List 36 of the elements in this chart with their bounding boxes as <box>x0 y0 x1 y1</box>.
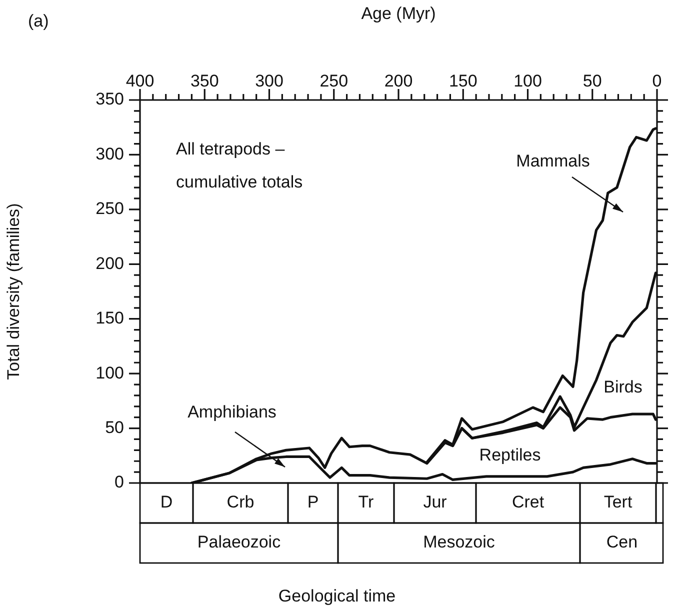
annotation: Birds <box>604 378 642 397</box>
y-tick-label: 200 <box>96 254 124 273</box>
text: P <box>307 492 319 512</box>
annotation: Mammals <box>516 152 590 171</box>
y-tick-label: 150 <box>96 308 124 328</box>
annotation: Reptiles <box>479 446 541 465</box>
text: Tr <box>358 492 374 512</box>
text: Tert <box>604 492 632 512</box>
text: D <box>160 492 173 512</box>
x-tick-label: 150 <box>448 71 478 90</box>
x-tick-label: 100 <box>514 71 542 90</box>
annotation: All tetrapods – cumulative totals <box>176 140 303 192</box>
text: Geological time <box>278 586 396 606</box>
annotation: Amphibians <box>188 402 276 422</box>
text: Cret <box>512 492 544 512</box>
y-tick-label: 300 <box>96 144 124 164</box>
text: (a) <box>28 12 49 31</box>
x-tick-label: 300 <box>255 71 284 90</box>
y-tick-label: 50 <box>105 418 124 437</box>
x-tick-label: 50 <box>582 71 602 90</box>
text: Mesozoic <box>423 532 496 552</box>
text: Cen <box>606 532 638 552</box>
x-tick-label: 350 <box>190 71 219 90</box>
x-axis-title: Age (Myr) <box>361 4 436 23</box>
x-tick-label: 0 <box>652 71 662 90</box>
x-tick-label: 200 <box>384 71 413 90</box>
y-axis-title: Total diversity (families) <box>4 203 23 380</box>
y-tick-label: 100 <box>96 363 124 382</box>
text: Jur <box>423 492 448 512</box>
y-tick-label: 0 <box>114 472 124 492</box>
x-tick-label: 400 <box>126 71 154 90</box>
text: Crb <box>226 492 254 512</box>
text: Palaeozoic <box>197 532 282 552</box>
y-tick-label: 250 <box>96 199 124 218</box>
x-tick-label: 250 <box>320 71 348 90</box>
y-tick-label: 350 <box>96 90 124 109</box>
